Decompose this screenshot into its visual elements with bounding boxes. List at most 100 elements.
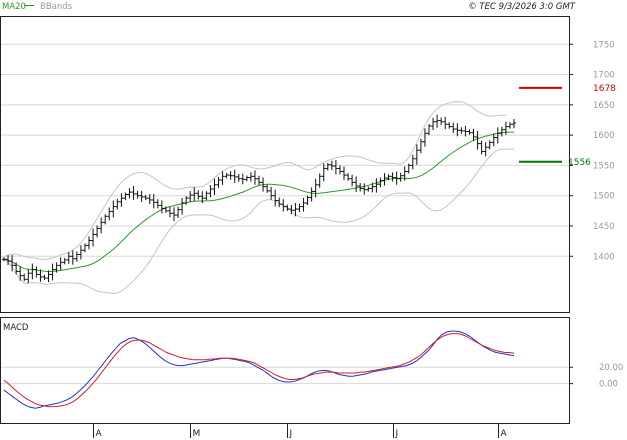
copyright-source: © TEC 9/3/2026 3:0 GMT [468, 2, 576, 12]
price-grid [1, 43, 569, 257]
y-tick-label: 1750 [593, 40, 615, 50]
ohlc-bar [212, 178, 217, 196]
ohlc-bar [248, 172, 253, 182]
y-tick-label: 1600 [593, 131, 615, 141]
macd-y-axis: 0.00 20.00 [569, 363, 623, 390]
macd-lines [3, 330, 515, 409]
ohlc-bar [483, 142, 488, 157]
ohlc-bar [459, 127, 464, 134]
ohlc-bar [386, 174, 391, 181]
ohlc-bar [232, 169, 237, 183]
y-tick-label: 1650 [593, 101, 615, 111]
ohlc-bar [374, 178, 379, 193]
ohlc-bar [131, 186, 136, 200]
ohlc-bar [370, 182, 375, 193]
ohlc-bar [471, 128, 476, 141]
y-tick-label: 1550 [593, 161, 615, 171]
ohlc-bar [410, 154, 415, 170]
ohlc-bar [289, 205, 294, 215]
ohlc-bar [22, 273, 27, 282]
ohlc-bar [333, 160, 338, 175]
ohlc-bar [503, 121, 508, 135]
ma20-line [3, 131, 515, 273]
ohlc-bar [439, 117, 444, 125]
ohlc-bar [293, 203, 298, 217]
bbands-upper [3, 101, 506, 260]
ohlc-bar [159, 200, 164, 214]
ohlc-bar [107, 207, 112, 221]
ohlc-bar [151, 193, 156, 209]
ohlc-bar [54, 262, 59, 273]
ohlc-bar [491, 133, 496, 147]
ohlc-bar [155, 199, 160, 209]
macd-grid [1, 366, 569, 385]
price-y-axis: 1400 1450 1500 1550 1600 1650 1700 1750 [569, 40, 615, 262]
ohlc-bar [309, 187, 314, 202]
ohlc-bar [115, 198, 120, 210]
month-label: M [193, 429, 201, 439]
ohlc-bar [487, 140, 492, 150]
ohlc-bar [82, 243, 87, 253]
ohlc-bar [337, 165, 342, 175]
ohlc-bar [10, 255, 15, 272]
ohlc-bar [30, 263, 35, 280]
month-label: A [96, 429, 103, 439]
ohlc-bar [273, 189, 278, 207]
ohlc-bar [366, 186, 371, 192]
ohlc-bar [398, 172, 403, 182]
y-tick-label: 1400 [593, 252, 615, 262]
legend-ma20: MA20 [2, 2, 26, 12]
ohlc-bar [200, 191, 205, 204]
ohlc-bar [34, 266, 39, 278]
ohlc-bar [240, 173, 245, 185]
ohlc-bar [252, 170, 257, 185]
ohlc-bar [167, 206, 172, 218]
ohlc-bar [127, 188, 132, 199]
ohlc-bar [103, 214, 108, 225]
ohlc-bar [14, 262, 19, 275]
month-label: J [289, 429, 293, 439]
ohlc-bar [495, 127, 500, 144]
ohlc-bar [78, 245, 83, 260]
ohlc-bar [184, 196, 189, 205]
macd-panel-frame [0, 317, 570, 424]
ohlc-bar [269, 186, 274, 200]
ohlc-bar [192, 187, 197, 202]
ohlc-bar [321, 163, 326, 182]
ohlc-bar [99, 217, 104, 234]
ohlc-bar [313, 178, 318, 198]
ohlc-bar [261, 177, 266, 192]
ohlc-bar [216, 176, 221, 188]
ohlc-bar [244, 175, 249, 182]
ohlc-bar [354, 176, 359, 193]
ohlc-bar [208, 185, 213, 198]
ohlc-bar [143, 194, 148, 201]
ohlc-bar [301, 197, 306, 212]
ohlc-bar [74, 251, 79, 262]
ohlc-bar [455, 123, 460, 137]
y-tick-label: 0.00 [599, 380, 618, 390]
ohlc-bar [66, 252, 71, 264]
ohlc-bar [325, 162, 330, 171]
ohlc-bar [42, 274, 47, 281]
ohlc-bar [228, 171, 233, 180]
ohlc-bar [512, 119, 516, 129]
ohlc-bar [180, 197, 185, 215]
ohlc-bar [196, 190, 201, 200]
price-bars [2, 114, 516, 284]
ohlc-bar [447, 122, 452, 129]
ohlc-bar [58, 257, 63, 271]
price-panel-frame [0, 16, 570, 313]
ohlc-bar [382, 173, 387, 186]
ohlc-bar [414, 144, 419, 165]
ohlc-bar [172, 207, 176, 222]
month-label: J [395, 429, 399, 439]
ohlc-bar [204, 191, 209, 201]
ohlc-bar [224, 173, 229, 179]
legend-bbands: BBands [40, 2, 73, 12]
ohlc-bar [176, 206, 181, 219]
ohlc-bar [305, 195, 310, 205]
y-tick-label: 1500 [593, 192, 615, 202]
